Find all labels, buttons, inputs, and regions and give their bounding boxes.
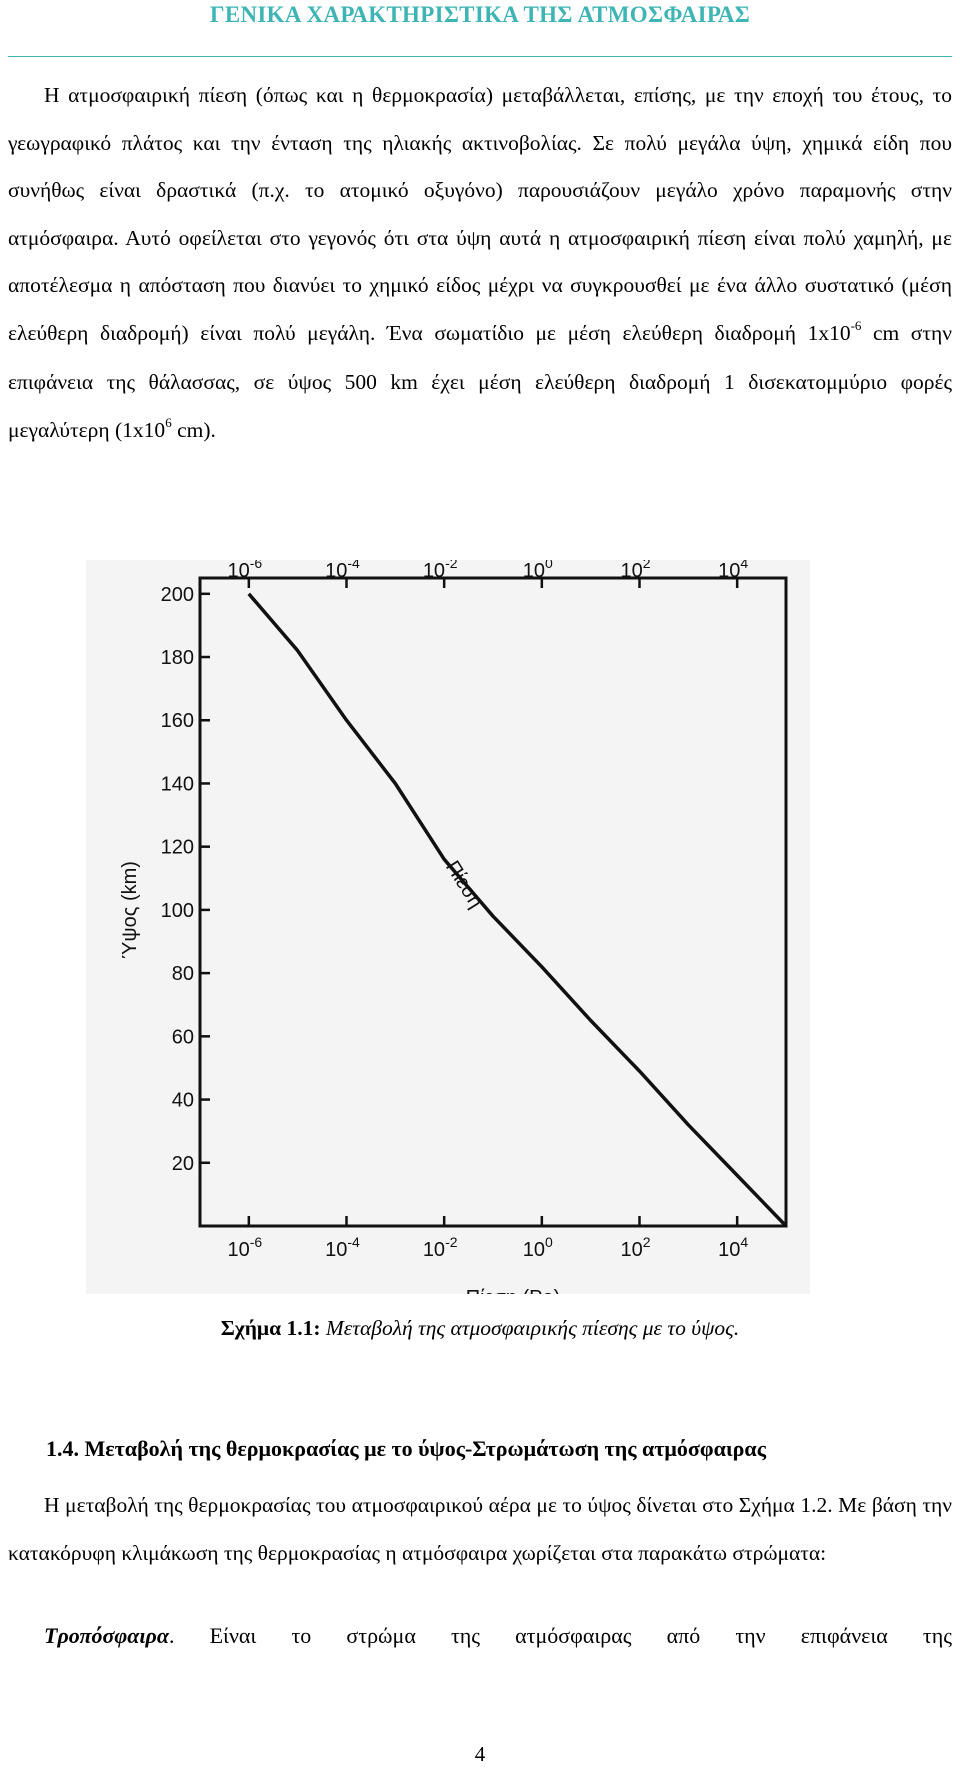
temperature-paragraph: Η μεταβολή της θερμοκρασίας του ατμοσφαι… xyxy=(8,1482,952,1577)
header-rule xyxy=(8,56,952,57)
pressure-altitude-chart: 20 40 60 80 100 120 140 160 180 200 10-6 10-6 10-4 10… xyxy=(119,560,788,1294)
y-tick-label: 80 xyxy=(172,963,194,985)
intro-sup-1: -6 xyxy=(850,317,862,333)
x-tick-label-top: 10-4 xyxy=(325,560,360,582)
temperature-text: Η μεταβολή της θερμοκρασίας του ατμοσφαι… xyxy=(8,1493,952,1565)
x-tick-label-top: 102 xyxy=(620,560,650,582)
x-tick-label-top: 100 xyxy=(523,560,553,582)
curve-label: Πίεση xyxy=(441,857,487,912)
troposphere-term: Τροπόσφαιρα xyxy=(44,1623,169,1648)
y-tick-label: 40 xyxy=(172,1090,194,1112)
figure-caption: Σχήμα 1.1: Μεταβολή της ατμοσφαιρικής πί… xyxy=(0,1316,960,1341)
x-tick-label-bottom: 100 xyxy=(523,1234,553,1261)
section-heading: 1.4. Μεταβολή της θερμοκρασίας με το ύψο… xyxy=(46,1436,766,1461)
y-tick-label: 100 xyxy=(161,900,194,922)
troposphere-text: . Είναι το στρώμα της ατμόσφαιρας από τη… xyxy=(169,1623,952,1648)
intro-paragraph: Η ατμοσφαιρική πίεση (όπως και η θερμοκρ… xyxy=(8,72,952,456)
running-header: ΓΕΝΙΚΑ ΧΑΡΑΚΤΗΡΙΣΤΙΚΑ ΤΗΣ ΑΤΜΟΣΦΑΙΡΑΣ xyxy=(209,2,751,27)
intro-text-1: Η ατμοσφαιρική πίεση (όπως και η θερμοκρ… xyxy=(8,83,952,345)
y-tick-label: 160 xyxy=(161,710,194,732)
plot-frame xyxy=(198,576,788,1228)
x-tick-label-top: 10-6 xyxy=(227,560,262,582)
intro-text-2: cm στην επιφάνεια της θάλασσας, σε ύψος … xyxy=(8,320,952,442)
y-tick-label: 120 xyxy=(161,837,194,859)
x-tick-label-bottom: 104 xyxy=(718,1234,748,1261)
x-tick-label-top: 10-2 xyxy=(423,560,458,582)
y-axis-label: Ύψος (km) xyxy=(119,861,141,959)
x-axis-label: Πίεση (Pa) xyxy=(466,1287,561,1294)
page-number: 4 xyxy=(474,1742,486,1766)
y-tick-label: 140 xyxy=(161,773,194,795)
x-tick-label-bottom: 10-2 xyxy=(423,1234,458,1261)
pressure-altitude-figure: 20 40 60 80 100 120 140 160 180 200 10-6 10-6 10-4 10… xyxy=(86,560,810,1294)
intro-sup-2: 6 xyxy=(165,414,172,430)
x-tick-label-top: 104 xyxy=(718,560,748,582)
x-tick-label-bottom: 102 xyxy=(620,1234,650,1261)
troposphere-paragraph: Τροπόσφαιρα. Είναι το στρώμα της ατμόσφα… xyxy=(44,1623,952,1649)
y-tick-label: 180 xyxy=(161,647,194,669)
caption-text: Μεταβολή της ατμοσφαιρικής πίεσης με το … xyxy=(320,1316,740,1340)
x-tick-label-bottom: 10-6 xyxy=(227,1234,262,1261)
y-tick-label: 200 xyxy=(161,584,194,606)
intro-text-3: cm). xyxy=(171,417,216,442)
x-tick-label-bottom: 10-4 xyxy=(325,1234,360,1261)
y-tick-label: 60 xyxy=(172,1026,194,1048)
y-tick-label: 20 xyxy=(172,1153,194,1175)
caption-label: Σχήμα 1.1: xyxy=(220,1316,321,1340)
pressure-curve xyxy=(247,592,788,1228)
